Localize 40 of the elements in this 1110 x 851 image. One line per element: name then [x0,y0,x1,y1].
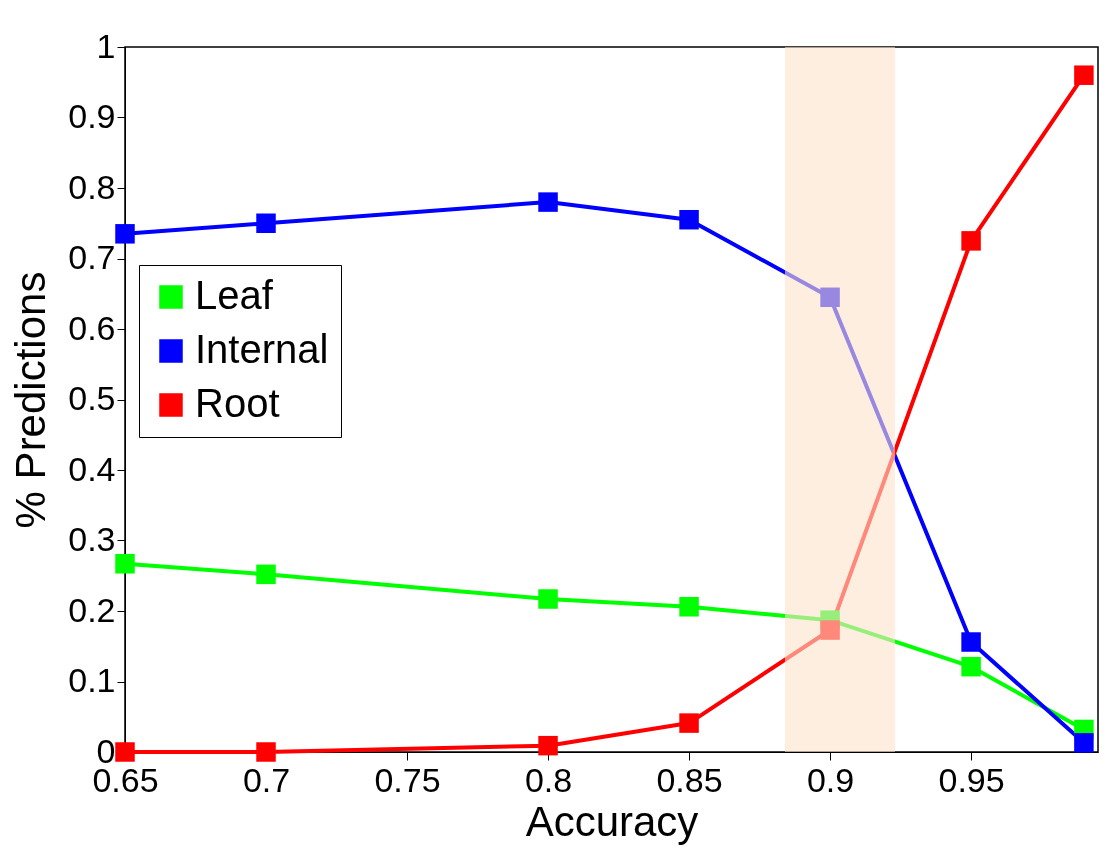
x-tick-label: 0.85 [656,760,723,799]
y-tick-label: 0.5 [68,379,116,417]
x-tick-label: 0.8 [524,760,573,799]
point [115,554,135,574]
x-axis-title: Accuracy [525,797,699,845]
y-tick-label: 0.6 [68,308,116,347]
y-tick-label: 0.9 [68,97,116,135]
point [679,713,699,733]
point [820,287,840,308]
y-tick-label: 0.8 [68,167,116,206]
point [538,735,558,756]
point [1074,65,1094,85]
point [538,192,558,212]
point [256,213,276,233]
point [115,742,135,762]
point [961,231,981,251]
point [256,564,276,585]
y-tick-label: 0.1 [68,661,116,699]
point [115,224,135,244]
legend-label: Leaf [195,273,274,317]
y-tick-label: 0.4 [68,449,116,488]
point [679,597,699,617]
x-tick-label: 0.7 [242,760,291,799]
y-tick-label: 0.7 [68,238,116,276]
y-tick-label: 0.2 [68,590,116,629]
x-tick-label: 0.9 [806,760,855,799]
point [961,632,981,652]
y-axis-title: % Predictions [7,271,55,529]
y-tick-label: 0.3 [68,520,116,558]
point [679,209,699,230]
point [538,589,558,609]
y-tick-label: 1 [96,26,116,65]
legend-label: Root [195,381,280,425]
x-tick-label: 0.95 [938,760,1005,799]
point [820,620,840,640]
point [256,742,276,762]
point [961,656,981,677]
x-tick-label: 0.75 [374,760,441,799]
legend-label: Internal [195,327,329,371]
point [1074,733,1094,753]
